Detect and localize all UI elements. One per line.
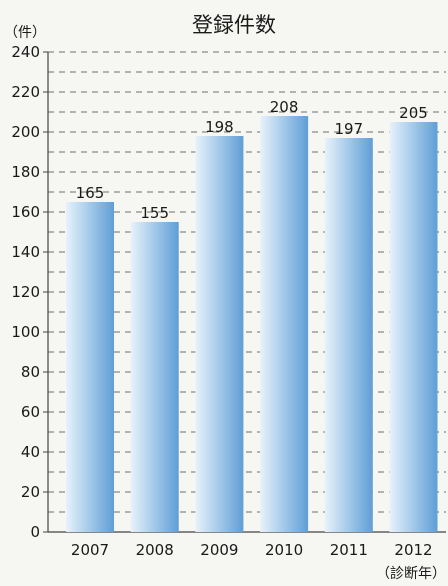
x-tick-label: 2007 xyxy=(71,541,109,559)
y-tick-label: 60 xyxy=(21,403,40,421)
bar-2009 xyxy=(195,136,244,532)
bar-value-label: 198 xyxy=(205,118,234,136)
x-axis-unit-label: （診断年） xyxy=(376,566,446,582)
bar-2011 xyxy=(324,138,373,532)
y-tick-label: 20 xyxy=(21,483,40,501)
bar-value-label: 197 xyxy=(334,120,363,138)
bar-value-label: 155 xyxy=(140,204,169,222)
y-tick-label: 80 xyxy=(21,363,40,381)
bar-2008 xyxy=(130,222,179,532)
bar-2007 xyxy=(66,202,114,532)
y-tick-label: 100 xyxy=(11,323,40,341)
chart-title: 登録件数 xyxy=(192,13,276,37)
y-tick-label: 200 xyxy=(11,123,40,141)
y-tick-label: 0 xyxy=(30,523,40,541)
x-tick-label: 2011 xyxy=(330,541,368,559)
bar-2012 xyxy=(389,122,438,532)
y-tick-label: 180 xyxy=(11,163,40,181)
y-tick-label: 220 xyxy=(11,83,40,101)
x-tick-label: 2009 xyxy=(200,541,238,559)
bar-value-label: 165 xyxy=(76,184,105,202)
y-axis-unit-label: （件） xyxy=(4,25,46,41)
x-tick-label: 2010 xyxy=(265,541,303,559)
y-tick-label: 120 xyxy=(11,283,40,301)
y-tick-label: 140 xyxy=(11,243,40,261)
y-tick-label: 240 xyxy=(11,43,40,61)
x-tick-label: 2008 xyxy=(136,541,174,559)
bar-2010 xyxy=(260,116,309,532)
bar-value-label: 208 xyxy=(270,98,299,116)
x-tick-label: 2012 xyxy=(394,541,432,559)
y-tick-label: 40 xyxy=(21,443,40,461)
bar-value-label: 205 xyxy=(399,104,428,122)
y-tick-label: 160 xyxy=(11,203,40,221)
